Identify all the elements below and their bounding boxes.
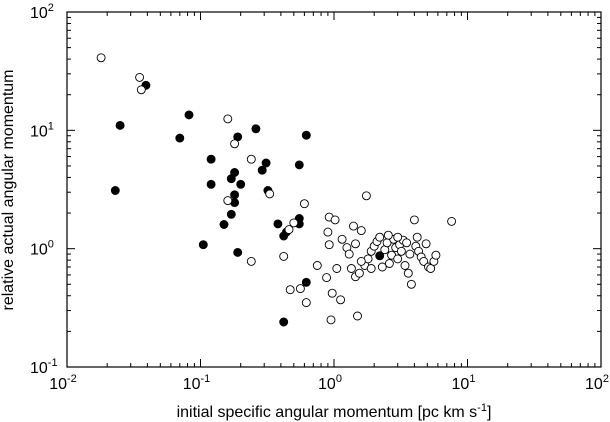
filled-data-point: [294, 160, 304, 170]
axis-ticks: [66, 11, 602, 368]
open-data-point: [265, 189, 275, 199]
open-data-point: [349, 221, 358, 231]
filled-data-point: [226, 174, 236, 184]
open-data-point: [419, 256, 429, 266]
open-data-point: [354, 268, 364, 278]
open-data-point: [356, 226, 366, 236]
open-data-point: [384, 259, 394, 268]
filled-data-point: [115, 120, 125, 130]
open-data-point: [377, 262, 387, 272]
plot-area-frame: [66, 11, 602, 368]
filled-data-point: [198, 240, 208, 250]
open-data-point: [246, 154, 256, 164]
filled-data-point: [279, 317, 289, 327]
open-data-point: [336, 295, 346, 305]
open-data-point: [136, 85, 146, 95]
open-data-point: [223, 114, 233, 124]
y-tick-label: 10-1: [30, 357, 58, 377]
open-data-point: [279, 251, 289, 261]
y-axis-title: relative actual angular momentum: [0, 69, 17, 310]
filled-data-point: [301, 277, 311, 287]
data-points: [96, 53, 457, 327]
open-data-point: [431, 250, 441, 260]
open-data-point: [246, 256, 256, 266]
open-data-point: [447, 216, 457, 226]
x-tick-label: 100: [318, 373, 342, 393]
open-data-point: [312, 261, 322, 270]
filled-data-point: [375, 251, 385, 261]
open-data-point: [383, 230, 393, 240]
filled-data-point: [261, 158, 271, 168]
open-data-point: [421, 239, 431, 249]
open-data-point: [301, 298, 311, 308]
x-tick-label: 10-1: [183, 373, 211, 393]
open-data-point: [323, 227, 333, 237]
open-data-point: [396, 246, 406, 256]
y-tick-label: 102: [30, 2, 54, 22]
open-data-point: [375, 232, 385, 242]
x-tick-labels: 10-2 10-1 100 101 102: [49, 373, 609, 393]
filled-data-point: [226, 209, 236, 219]
open-data-point: [361, 191, 371, 201]
filled-data-point: [301, 130, 311, 140]
filled-data-point: [184, 110, 194, 120]
filled-data-point: [273, 219, 283, 229]
open-data-point: [322, 273, 332, 283]
open-data-point: [135, 72, 145, 82]
x-tick-label: 101: [452, 373, 476, 393]
open-data-point: [284, 225, 294, 235]
open-data-point: [402, 238, 412, 248]
filled-data-point: [110, 186, 120, 195]
open-data-point: [96, 53, 106, 63]
open-data-point: [426, 264, 436, 273]
y-tick-labels: 10-1 100 101 102: [30, 2, 58, 377]
open-data-point: [400, 261, 410, 270]
open-data-point: [332, 264, 342, 273]
filled-data-point: [206, 154, 216, 164]
open-data-point: [356, 256, 366, 266]
open-data-point: [353, 311, 362, 321]
open-data-point: [406, 279, 416, 289]
filled-data-point: [279, 231, 289, 241]
x-axis-title: initial specific angular momentum [pc km…: [177, 402, 492, 421]
y-tick-label: 100: [30, 239, 54, 259]
open-data-point: [223, 196, 233, 206]
x-tick-label: 102: [585, 373, 609, 393]
open-data-point: [327, 288, 337, 298]
open-data-point: [299, 199, 309, 209]
open-data-point: [346, 264, 356, 273]
x-tick-label: 10-2: [49, 373, 77, 393]
open-data-point: [403, 268, 413, 278]
open-data-point: [285, 285, 295, 295]
open-data-point: [393, 232, 403, 242]
filled-data-point: [230, 190, 240, 200]
filled-data-point: [233, 247, 243, 257]
open-data-point: [324, 240, 334, 250]
filled-data-point: [257, 165, 267, 175]
open-data-point: [351, 239, 360, 249]
open-data-point: [366, 264, 376, 273]
open-data-point: [337, 234, 347, 244]
open-data-point: [289, 218, 299, 228]
open-data-point: [295, 284, 305, 294]
open-data-point: [412, 232, 422, 242]
filled-data-point: [251, 124, 261, 134]
y-tick-label: 101: [30, 120, 54, 140]
open-data-point: [409, 215, 419, 225]
open-data-point: [330, 215, 340, 225]
open-data-point: [393, 254, 403, 264]
open-data-point: [405, 249, 415, 259]
filled-data-point: [175, 133, 185, 143]
filled-data-point: [219, 220, 229, 229]
open-data-point: [326, 315, 336, 325]
open-data-point: [344, 249, 354, 259]
open-data-point: [230, 139, 240, 149]
filled-data-point: [206, 179, 216, 189]
filled-data-point: [236, 179, 246, 189]
